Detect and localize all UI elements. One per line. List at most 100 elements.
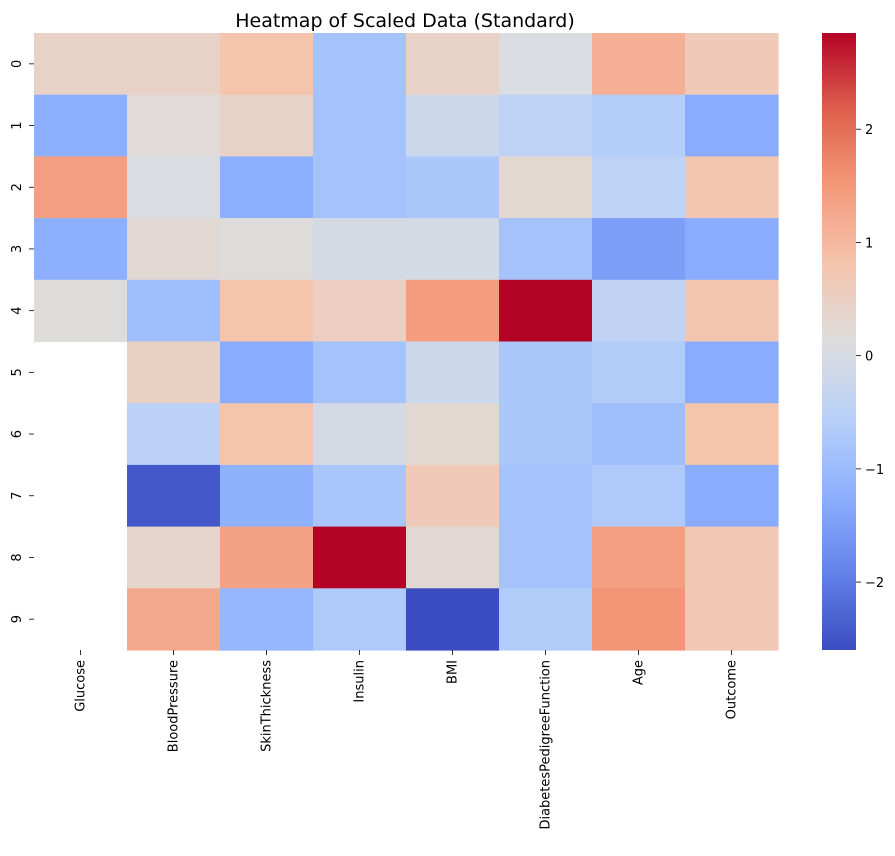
heatmap-cell <box>499 33 593 96</box>
heatmap-cell <box>499 526 593 589</box>
heatmap-cell <box>406 94 500 157</box>
heatmap-cell <box>406 403 500 466</box>
heatmap-cell <box>220 403 314 466</box>
heatmap-cell <box>313 464 407 528</box>
heatmap-cell <box>499 588 593 651</box>
heatmap-cell <box>592 218 686 281</box>
heatmap-cells <box>34 33 779 651</box>
chart-title: Heatmap of Scaled Data (Standard) <box>235 10 575 32</box>
x-axis: Glucose BloodPressure SkinThickness Insulin… <box>74 650 740 830</box>
heatmap-cell <box>592 526 686 589</box>
heatmap-cell <box>685 526 779 589</box>
x-tick-label: BMI <box>446 660 461 684</box>
y-tick-label: 2 <box>10 183 25 191</box>
x-tick-label: SkinThickness <box>260 660 275 752</box>
x-tick-label: Insulin <box>353 660 368 703</box>
colorbar-tick-label: 0 <box>865 350 873 365</box>
y-tick-label: 1 <box>10 121 25 129</box>
heatmap-cell <box>685 464 779 528</box>
heatmap-cell <box>220 94 314 157</box>
heatmap-cell <box>592 403 686 466</box>
heatmap-cell <box>406 588 500 651</box>
colorbar-tick-label: 2 <box>865 123 873 138</box>
heatmap-cell <box>685 94 779 157</box>
heatmap-cell <box>685 33 779 96</box>
heatmap-cell <box>34 279 128 343</box>
colorbar-tick-label: −1 <box>865 463 884 478</box>
heatmap-cell <box>127 526 221 589</box>
heatmap-cell <box>127 403 221 466</box>
y-tick-label: 9 <box>10 615 25 623</box>
colorbar-tick-label: 1 <box>865 236 873 251</box>
heatmap-cell <box>406 156 500 219</box>
heatmap-cell <box>592 279 686 343</box>
heatmap-cell <box>499 218 593 281</box>
heatmap-cell <box>127 218 221 281</box>
heatmap-cell <box>220 526 314 589</box>
heatmap-cell <box>313 403 407 466</box>
heatmap-cell <box>499 279 593 343</box>
heatmap-cell <box>592 588 686 651</box>
heatmap-cell <box>313 94 407 157</box>
heatmap-cell <box>406 341 500 404</box>
y-tick-label: 0 <box>10 60 25 68</box>
heatmap-cell <box>313 279 407 343</box>
x-tick-label: BloodPressure <box>167 660 182 752</box>
heatmap-cell <box>499 156 593 219</box>
heatmap-cell <box>313 33 407 96</box>
heatmap-cell <box>34 94 128 157</box>
y-axis: 0 1 2 3 4 5 6 7 8 9 <box>10 60 34 623</box>
heatmap-cell <box>592 156 686 219</box>
x-tick-label: Glucose <box>74 660 89 712</box>
heatmap-cell <box>34 156 128 219</box>
heatmap-cell <box>220 588 314 651</box>
heatmap-cell <box>220 464 314 528</box>
heatmap-cell <box>592 464 686 528</box>
y-tick-label: 6 <box>10 430 25 438</box>
heatmap-cell <box>127 588 221 651</box>
heatmap-cell <box>313 341 407 404</box>
y-tick-label: 7 <box>10 492 25 500</box>
heatmap-cell <box>406 279 500 343</box>
x-tick-label: DiabetesPedigreeFunction <box>539 660 554 830</box>
heatmap-cell <box>499 464 593 528</box>
heatmap-cell <box>220 218 314 281</box>
heatmap-cell <box>220 341 314 404</box>
heatmap-cell <box>499 403 593 466</box>
heatmap-cell <box>685 588 779 651</box>
y-tick-label: 4 <box>10 307 25 315</box>
heatmap-cell <box>685 403 779 466</box>
heatmap-cell <box>406 464 500 528</box>
colorbar-gradient <box>822 33 856 650</box>
heatmap-cell <box>127 94 221 157</box>
heatmap-cell <box>127 156 221 219</box>
heatmap-cell <box>685 218 779 281</box>
heatmap-cell <box>313 588 407 651</box>
heatmap-cell <box>313 218 407 281</box>
x-tick-label: Outcome <box>725 660 740 719</box>
heatmap-cell <box>127 33 221 96</box>
heatmap-cell <box>406 218 500 281</box>
heatmap-cell <box>592 341 686 404</box>
heatmap-cell <box>499 94 593 157</box>
heatmap-cell <box>592 33 686 96</box>
heatmap-cell <box>685 156 779 219</box>
heatmap-cell <box>685 341 779 404</box>
x-tick-label: Age <box>632 660 647 685</box>
heatmap-cell <box>313 156 407 219</box>
heatmap-cell <box>499 341 593 404</box>
heatmap-cell <box>406 526 500 589</box>
heatmap-cell <box>685 279 779 343</box>
heatmap-cell <box>406 33 500 96</box>
heatmap-cell <box>220 279 314 343</box>
heatmap-cell <box>220 33 314 96</box>
heatmap-cell <box>34 33 128 96</box>
heatmap-cell <box>34 218 128 281</box>
heatmap-cell <box>127 341 221 404</box>
colorbar-tick-label: −2 <box>865 576 884 591</box>
heatmap-cell <box>127 279 221 343</box>
colorbar: −2 −1 0 1 2 <box>822 33 884 650</box>
heatmap-cell <box>592 94 686 157</box>
